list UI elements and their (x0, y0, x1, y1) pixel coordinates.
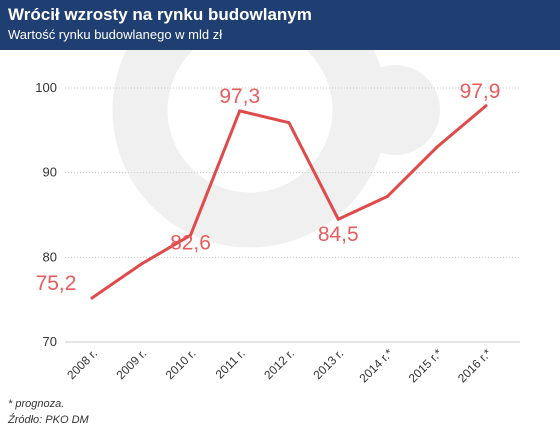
y-tick-label: 90 (43, 165, 57, 180)
x-tick-label: 2013 r. (311, 346, 347, 382)
x-tick-label: 2015 r.* (406, 346, 445, 385)
x-tick-label: 2011 r. (213, 346, 248, 381)
chart-header: Wrócił wzrosty na rynku budowlanym Warto… (0, 0, 560, 50)
data-label: 97,3 (219, 85, 260, 108)
data-point (90, 296, 94, 300)
data-point (287, 121, 291, 125)
x-tick-label: 2016 r.* (455, 346, 494, 385)
data-label: 84,5 (318, 223, 359, 246)
footnote: * prognoza. (8, 398, 65, 410)
y-axis-ticks: 70 80 90 100 (35, 80, 57, 349)
watermark-dot (350, 65, 440, 155)
data-label: 97,9 (460, 80, 501, 103)
data-labels: 75,2 82,6 97,3 84,5 97,9 (36, 80, 501, 295)
data-point (435, 145, 439, 149)
series-group (90, 104, 488, 300)
y-tick-label: 100 (35, 80, 57, 95)
y-tick-label: 70 (43, 334, 57, 349)
y-tick-label: 80 (43, 249, 57, 264)
data-point (139, 262, 143, 266)
x-axis-ticks: 2008 r. 2009 r. 2010 r. 2011 r. 2012 r. 2013 … (64, 346, 494, 385)
data-point (484, 104, 488, 108)
data-point (336, 217, 340, 221)
chart-grid (65, 87, 520, 343)
x-tick-label: 2014 r.* (356, 346, 395, 385)
watermark-logo (112, 50, 440, 248)
x-tick-label: 2008 r. (64, 346, 100, 382)
source-note: Źródło: PKO DM (8, 414, 89, 426)
data-label: 82,6 (170, 231, 211, 254)
data-point (386, 194, 389, 198)
data-label: 75,2 (36, 272, 77, 295)
x-tick-label: 2012 r. (261, 346, 297, 382)
x-tick-label: 2009 r. (114, 346, 150, 382)
data-point (238, 109, 242, 113)
data-point (189, 233, 192, 237)
chart-title: Wrócił wzrosty na rynku budowlanym (8, 5, 312, 24)
chart-subtitle: Wartość rynku budowlanego w mld zł (8, 27, 223, 42)
x-tick-label: 2010 r. (163, 346, 199, 382)
